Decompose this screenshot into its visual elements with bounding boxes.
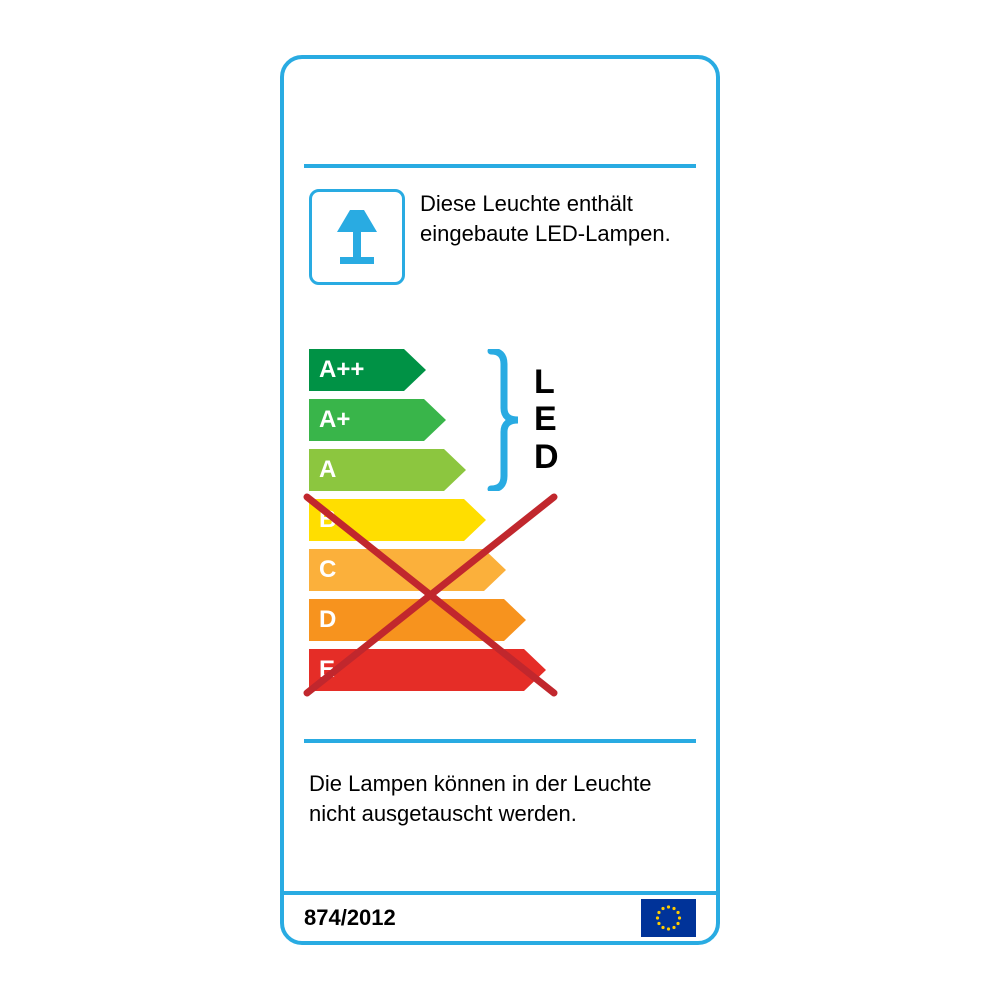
energy-bar-label: A bbox=[319, 456, 336, 484]
led-label: LED bbox=[534, 364, 559, 476]
regulation-number: 874/2012 bbox=[304, 905, 396, 931]
divider-top bbox=[304, 164, 696, 168]
led-bracket bbox=[486, 349, 526, 491]
energy-bar-label: D bbox=[319, 606, 336, 634]
energy-bar-b: B bbox=[309, 499, 691, 541]
top-section: Diese Leuchte enthält eingebaute LED-Lam… bbox=[309, 189, 691, 285]
lamp-icon bbox=[322, 202, 392, 272]
energy-bar-label: A++ bbox=[319, 356, 364, 384]
lamp-icon-box bbox=[309, 189, 405, 285]
energy-bar-label: E bbox=[319, 656, 335, 684]
bottom-description: Die Lampen können in der Leuchte nicht a… bbox=[309, 769, 691, 828]
top-description: Diese Leuchte enthält eingebaute LED-Lam… bbox=[420, 189, 691, 248]
divider-bottom bbox=[304, 739, 696, 743]
energy-chart: A++ A+ ABCDE LED bbox=[309, 349, 691, 699]
energy-bar-e: E bbox=[309, 649, 691, 691]
energy-bar-label: C bbox=[319, 556, 336, 584]
eu-flag-icon bbox=[641, 899, 696, 937]
energy-label-card: Diese Leuchte enthält eingebaute LED-Lam… bbox=[280, 55, 720, 945]
energy-bar-label: B bbox=[319, 506, 336, 534]
energy-bar-d: D bbox=[309, 599, 691, 641]
energy-bar-c: C bbox=[309, 549, 691, 591]
energy-bar-label: A+ bbox=[319, 406, 350, 434]
footer-row: 874/2012 bbox=[284, 891, 716, 941]
